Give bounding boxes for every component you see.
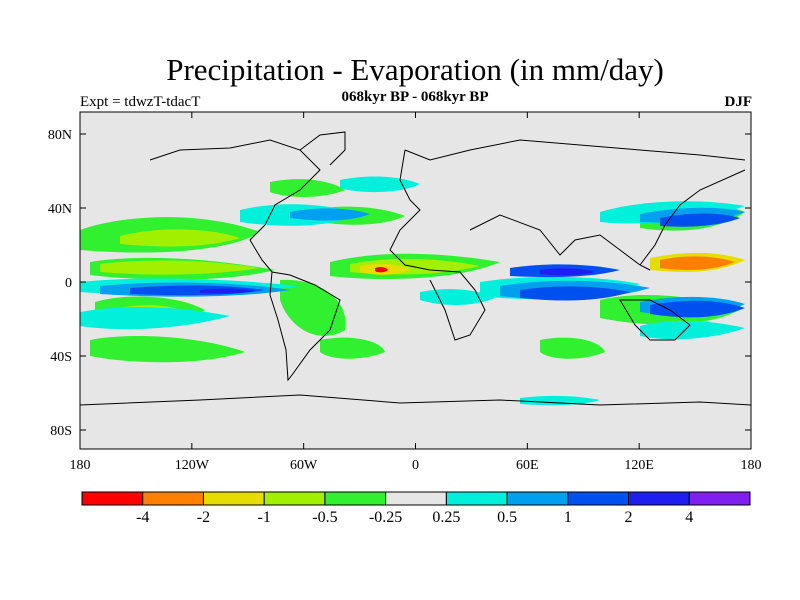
- lon-tick-label: 60E: [516, 458, 539, 473]
- lat-tick-label: 80S: [50, 424, 72, 439]
- colorbar-label: -1: [258, 509, 271, 526]
- colorbar-swatch: [628, 491, 690, 506]
- colorbar-label: 1: [564, 509, 572, 526]
- lat-tick-label: 80N: [48, 128, 72, 143]
- colorbar-swatch: [202, 491, 265, 506]
- longitude-axis: 180 120W 60W 0 60E 120E 180: [70, 112, 762, 473]
- lat-tick-label: 0: [65, 276, 72, 291]
- colorbar-label: -2: [197, 509, 210, 526]
- lon-tick-label: 120W: [175, 458, 210, 473]
- colorbar-swatch: [263, 491, 326, 506]
- lon-tick-label: 120E: [624, 458, 654, 473]
- pme-field: [80, 176, 745, 406]
- colorbar-swatch: [81, 491, 144, 506]
- colorbar-swatch: [385, 491, 447, 506]
- lon-tick-label: 60W: [290, 458, 318, 473]
- colorbar-swatch: [445, 491, 508, 506]
- colorbar-label: -0.25: [369, 509, 402, 526]
- map-subtitle: 068kyr BP - 068kyr BP: [341, 89, 489, 105]
- map-title: Precipitation - Evaporation (in mm/day): [166, 52, 664, 87]
- lon-tick-label: 0: [412, 458, 419, 473]
- latitude-axis: 80N 40N 0 40S 80S: [48, 128, 751, 439]
- map-panel: [79, 111, 752, 450]
- colorbar-swatch: [142, 491, 204, 506]
- colorbar: -4 -2 -1 -0.5 -0.25 0.25 0.5 1 2 4: [81, 491, 751, 526]
- colorbar-label: 2: [625, 509, 633, 526]
- coastlines: [80, 131, 751, 406]
- colorbar-swatch: [688, 491, 751, 506]
- experiment-label: Expt = tdwzT-tdacT: [80, 94, 201, 110]
- lon-tick-label: 180: [70, 458, 91, 473]
- colorbar-label: -4: [136, 509, 149, 526]
- lon-tick-label: 180: [741, 458, 762, 473]
- lat-tick-label: 40S: [50, 350, 72, 365]
- season-label: DJF: [724, 94, 753, 110]
- colorbar-swatch: [506, 491, 569, 506]
- colorbar-label: 4: [685, 509, 693, 526]
- colorbar-label: -0.5: [312, 509, 337, 526]
- colorbar-label: 0.5: [497, 509, 517, 526]
- colorbar-swatch: [567, 491, 630, 506]
- colorbar-swatch: [324, 491, 387, 506]
- lat-tick-label: 40N: [48, 202, 72, 217]
- colorbar-label: 0.25: [432, 509, 460, 526]
